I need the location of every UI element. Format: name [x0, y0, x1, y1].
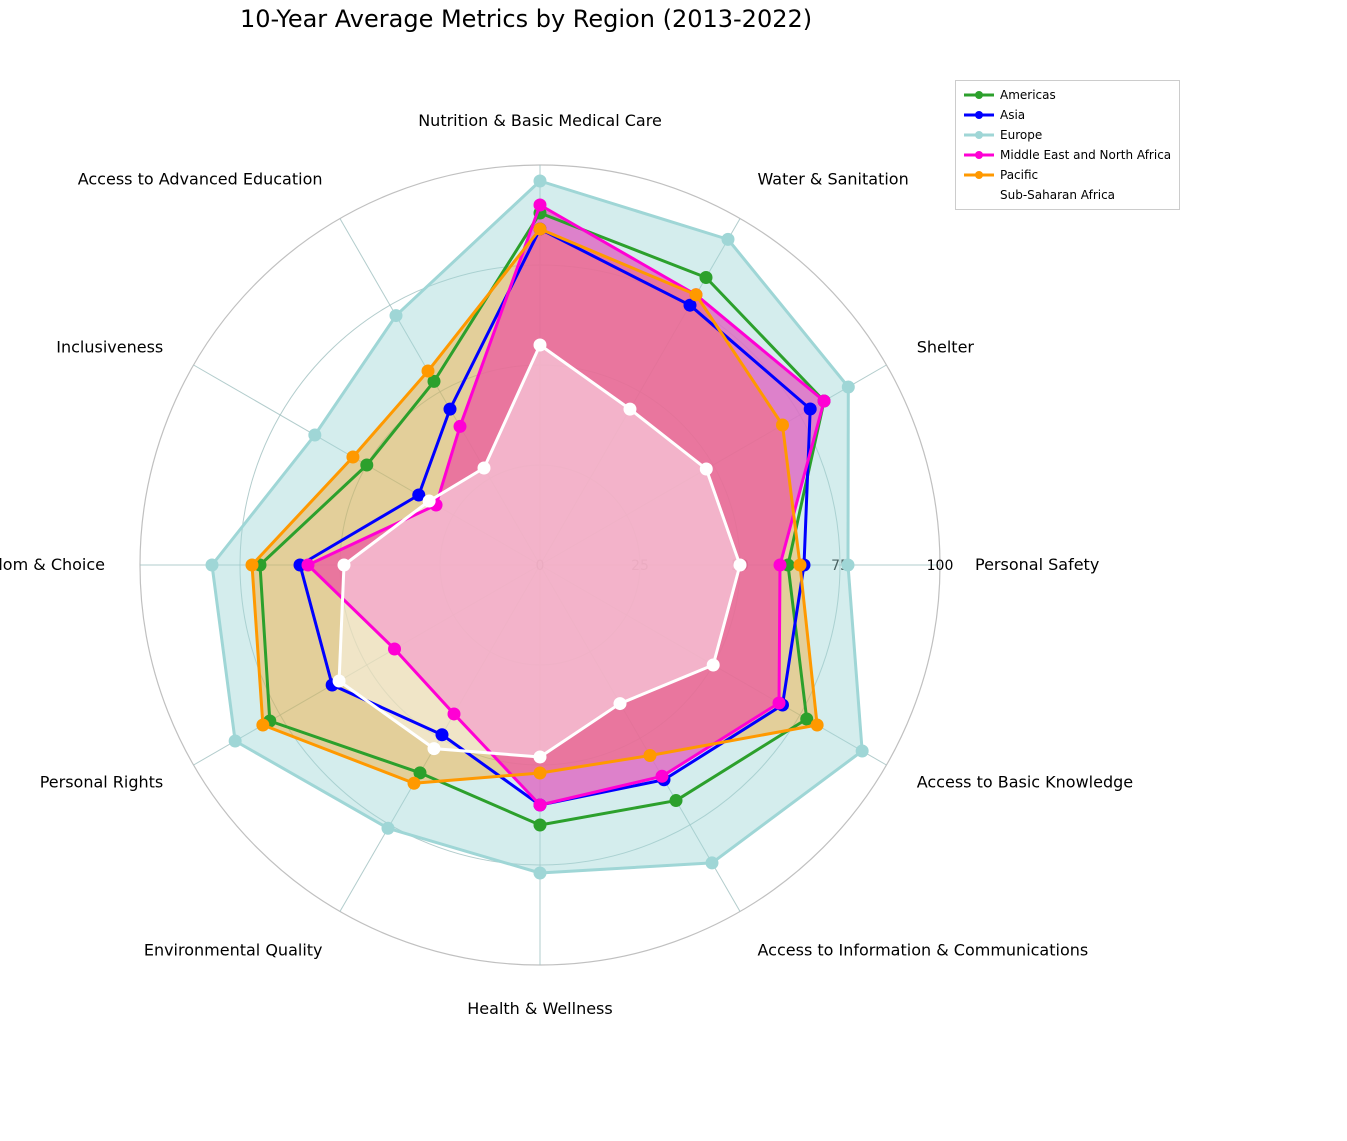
legend-item: Middle East and North Africa: [964, 145, 1171, 165]
legend-swatch: [964, 129, 994, 141]
legend-label: Middle East and North Africa: [1000, 148, 1171, 162]
series-marker: [624, 403, 636, 415]
series-marker: [229, 735, 241, 747]
series-marker: [534, 819, 546, 831]
legend-label: Americas: [1000, 88, 1056, 102]
series-marker: [534, 199, 546, 211]
series-marker: [614, 698, 626, 710]
legend-item: Asia: [964, 105, 1171, 125]
series-marker: [818, 395, 830, 407]
series-marker: [842, 559, 854, 571]
legend: Americas Asia Europe Middle East and North …: [955, 80, 1180, 210]
series-marker: [722, 233, 734, 245]
series-marker: [690, 289, 702, 301]
series-marker: [361, 459, 373, 471]
legend-swatch: [964, 149, 994, 161]
axis-label: Access to Information & Communications: [758, 941, 1089, 960]
legend-swatch: [964, 109, 994, 121]
legend-label: Europe: [1000, 128, 1042, 142]
series-marker: [656, 770, 668, 782]
series-marker: [422, 365, 434, 377]
series-marker: [534, 175, 546, 187]
series-marker: [206, 559, 218, 571]
series-marker: [309, 429, 321, 441]
series-marker: [347, 451, 359, 463]
legend-swatch: [964, 189, 994, 201]
series-marker: [302, 559, 314, 571]
legend-label: Asia: [1000, 108, 1025, 122]
series-marker: [428, 743, 440, 755]
series-marker: [478, 462, 490, 474]
series-marker: [436, 729, 448, 741]
series-marker: [707, 659, 719, 671]
series-marker: [856, 745, 868, 757]
legend-item: Americas: [964, 85, 1171, 105]
series-marker: [390, 310, 402, 322]
series-marker: [382, 822, 394, 834]
axis-label: Access to Basic Knowledge: [917, 773, 1133, 792]
series-marker: [842, 381, 854, 393]
series-marker: [257, 719, 269, 731]
axis-label: Nutrition & Basic Medical Care: [418, 111, 662, 130]
legend-label: Pacific: [1000, 168, 1038, 182]
series-marker: [534, 751, 546, 763]
axis-label: Personal Safety: [975, 555, 1099, 574]
series-marker: [794, 559, 806, 571]
series-marker: [776, 419, 788, 431]
axis-label: Personal Rights: [40, 773, 164, 792]
series-marker: [444, 403, 456, 415]
series-marker: [534, 767, 546, 779]
axis-label: Inclusiveness: [56, 338, 163, 357]
series-marker: [706, 857, 718, 869]
series-marker: [734, 559, 746, 571]
series-marker: [333, 675, 345, 687]
series-marker: [534, 867, 546, 879]
legend-swatch: [964, 169, 994, 181]
series-marker: [423, 495, 435, 507]
axis-label: Shelter: [917, 338, 975, 357]
series-marker: [389, 643, 401, 655]
series-marker: [804, 403, 816, 415]
axis-label: Environmental Quality: [144, 941, 323, 960]
series-marker: [534, 799, 546, 811]
series-marker: [534, 339, 546, 351]
series-marker: [700, 463, 712, 475]
series-marker: [773, 697, 785, 709]
series-marker: [644, 750, 656, 762]
legend-label: Sub-Saharan Africa: [1000, 188, 1115, 202]
series-marker: [670, 795, 682, 807]
legend-item: Pacific: [964, 165, 1171, 185]
series-marker: [454, 420, 466, 432]
series-marker: [534, 223, 546, 235]
axis-label: Personal Freedom & Choice: [0, 555, 105, 574]
axis-label: Health & Wellness: [467, 999, 612, 1018]
series-marker: [700, 271, 712, 283]
chart-container: 10-Year Average Metrics by Region (2013-…: [0, 0, 1347, 1141]
series-marker: [338, 559, 350, 571]
rtick-label: 100: [927, 558, 954, 574]
legend-swatch: [964, 89, 994, 101]
series-marker: [811, 719, 823, 731]
axis-label: Access to Advanced Education: [78, 169, 323, 188]
series-marker: [246, 559, 258, 571]
series-marker: [448, 708, 460, 720]
series-marker: [774, 559, 786, 571]
legend-item: Europe: [964, 125, 1171, 145]
legend-item: Sub-Saharan Africa: [964, 185, 1171, 205]
series-marker: [408, 777, 420, 789]
axis-label: Water & Sanitation: [758, 169, 909, 188]
